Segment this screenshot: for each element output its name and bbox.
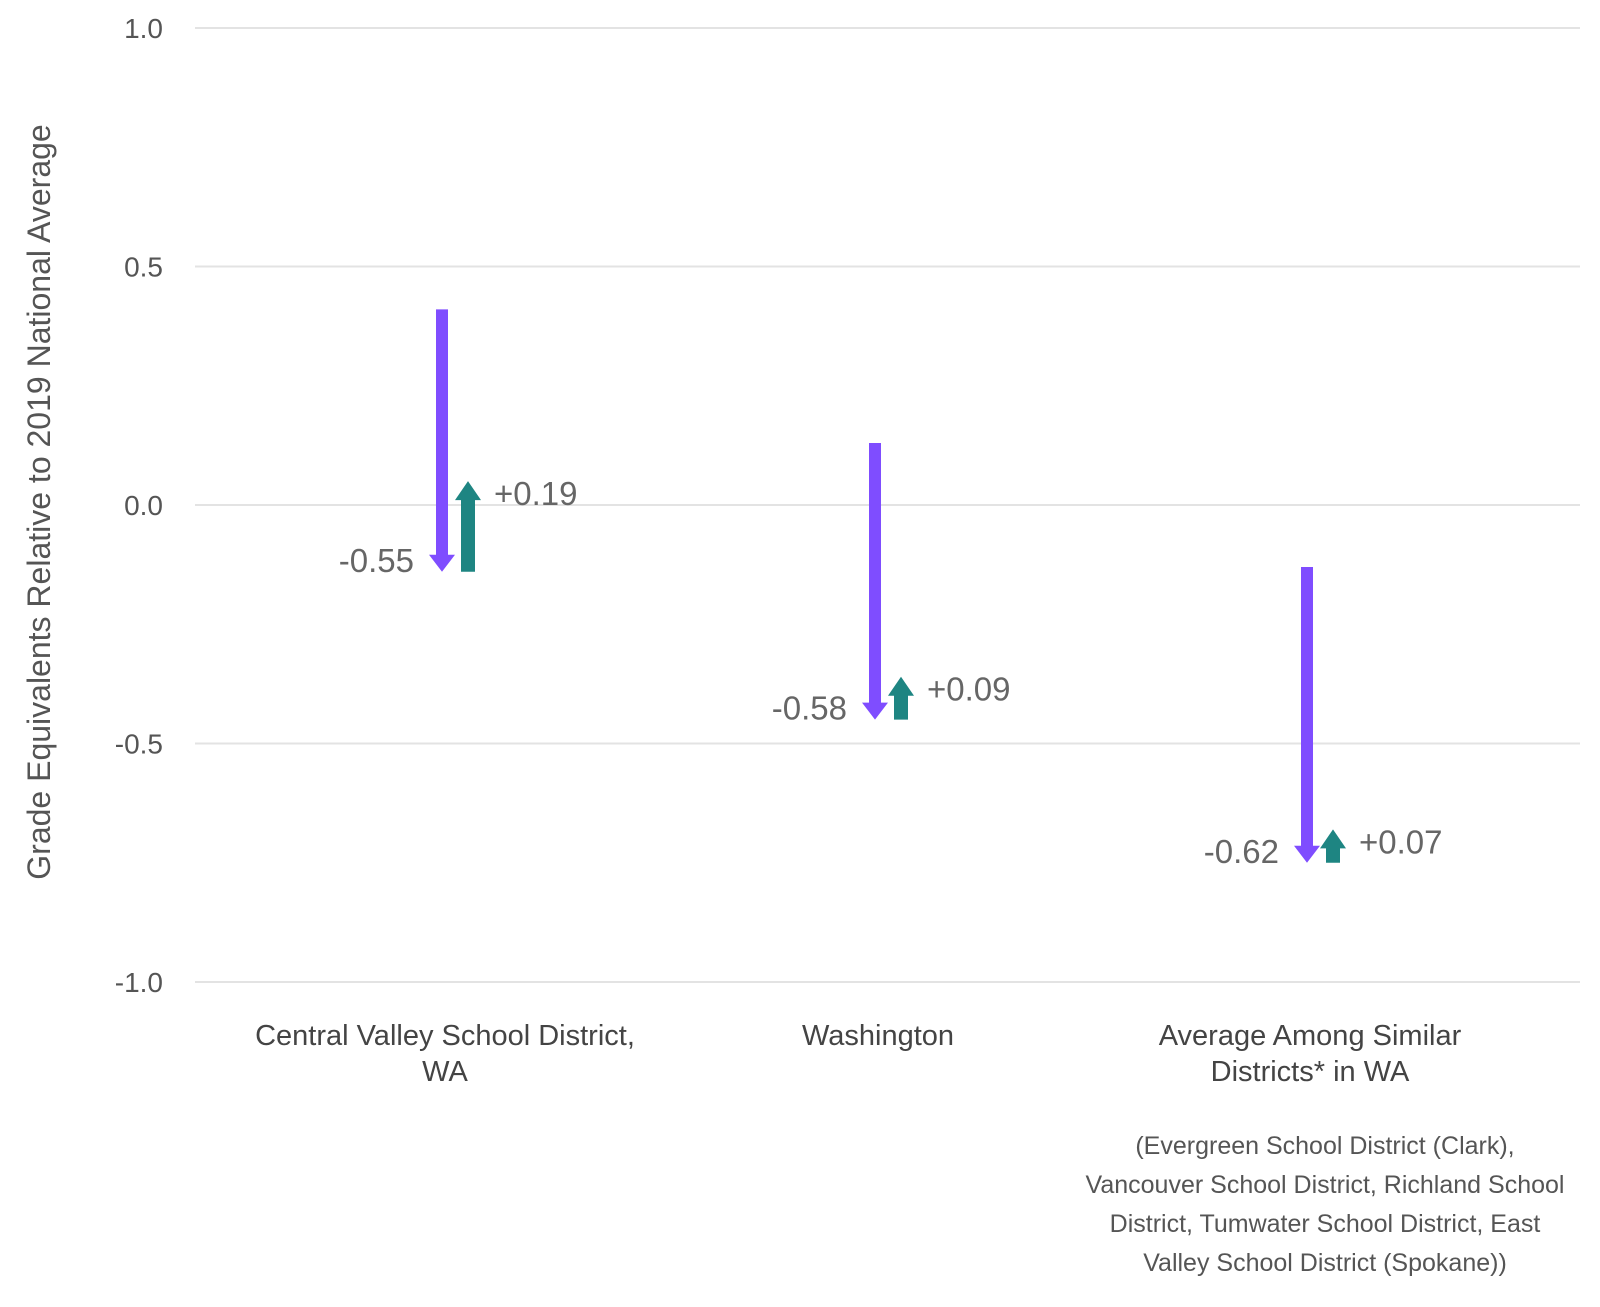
recovery-arrow bbox=[455, 481, 481, 572]
recovery-value-label: +0.09 bbox=[927, 671, 1011, 708]
y-tick-label: 0.5 bbox=[124, 252, 163, 283]
category-note: Vancouver School District, Richland Scho… bbox=[1086, 1171, 1565, 1199]
category-note: District, Tumwater School District, East bbox=[1110, 1210, 1541, 1238]
decline-value-label: -0.55 bbox=[339, 542, 414, 579]
category-label: Districts* in WA bbox=[1211, 1056, 1410, 1088]
category-note: Valley School District (Spokane)) bbox=[1143, 1249, 1507, 1277]
category-label: Washington bbox=[802, 1020, 954, 1052]
y-tick-label: 0.0 bbox=[124, 490, 163, 521]
y-tick-label: -1.0 bbox=[115, 967, 163, 998]
chart-marks: -0.55 +0.19 -0.58 +0.09 -0.62 +0.07 bbox=[339, 309, 1443, 870]
y-tick-label: -0.5 bbox=[115, 729, 163, 760]
decline-arrow bbox=[1294, 567, 1320, 863]
recovery-arrow bbox=[888, 676, 914, 720]
recovery-value-label: +0.07 bbox=[1359, 823, 1443, 860]
recovery-value-label: +0.19 bbox=[494, 475, 578, 512]
decline-arrow bbox=[429, 309, 455, 572]
y-axis-title: Grade Equivalents Relative to 2019 Natio… bbox=[21, 124, 57, 879]
y-tick-label: 1.0 bbox=[124, 13, 163, 44]
category-labels: Central Valley School District, WA Washing… bbox=[255, 1020, 1564, 1277]
category-label: WA bbox=[422, 1056, 468, 1088]
decline-value-label: -0.62 bbox=[1204, 833, 1279, 870]
y-axis-ticks: 1.0 0.5 0.0 -0.5 -1.0 bbox=[115, 13, 163, 998]
category-label: Average Among Similar bbox=[1159, 1020, 1462, 1052]
decline-value-label: -0.58 bbox=[772, 690, 847, 727]
category-label: Central Valley School District, bbox=[255, 1020, 635, 1052]
decline-arrow bbox=[862, 442, 888, 720]
recovery-arrow bbox=[1320, 829, 1346, 863]
grid bbox=[195, 27, 1580, 983]
category-note: (Evergreen School District (Clark), bbox=[1135, 1132, 1514, 1160]
